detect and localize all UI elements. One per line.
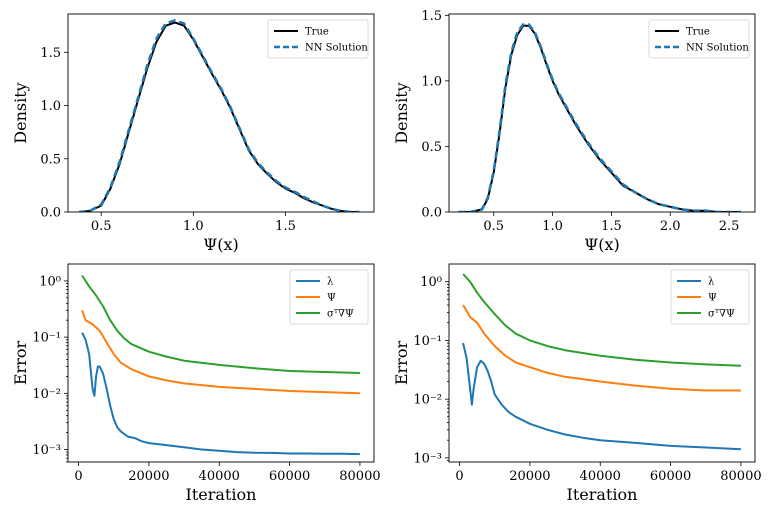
x-axis-label: Ψ(x) (203, 235, 239, 254)
legend-box (670, 269, 750, 325)
x-tick-label: 20000 (509, 469, 550, 484)
x-tick-label: 20000 (128, 469, 169, 484)
chart-1: 0.5 1.0 1.5 0.0 0.5 1.0 1.5 Ψ(x) Density True NN S… (11, 13, 375, 254)
legend-label: True (305, 27, 329, 38)
x-tick-label: 1.5 (601, 219, 622, 234)
y-tick-label: 10⁻¹ (32, 331, 61, 346)
x-tick-label: 0.5 (91, 219, 112, 234)
x-tick-label: 0 (455, 469, 463, 484)
legend-label: Ψ (327, 293, 336, 304)
y-tick-label: 10⁻¹ (413, 334, 442, 349)
y-axis-label: Density (392, 82, 411, 143)
legend-label: NN Solution (686, 43, 749, 54)
legend-box (289, 269, 369, 325)
legend-box (648, 19, 750, 59)
y-tick-label: 1.0 (40, 99, 61, 114)
y-axis-label: Error (392, 341, 411, 386)
legend-label: True (686, 27, 710, 38)
axes-frame (67, 263, 375, 463)
series-line-2 (81, 309, 360, 395)
legend: True NN Solution (648, 19, 750, 59)
series-line-2 (458, 23, 741, 212)
y-tick-label: 1.0 (421, 74, 442, 89)
y-tick-label: 10⁻³ (32, 443, 61, 458)
x-tick-label: 0.5 (483, 219, 504, 234)
series-line-2 (78, 19, 360, 212)
x-tick-label: 2.0 (660, 219, 681, 234)
y-tick-label: 0.5 (40, 152, 61, 167)
y-tick-label: 10⁻³ (413, 451, 442, 466)
y-tick-label: 1.5 (40, 46, 61, 61)
x-tick-label: 1.0 (542, 219, 563, 234)
axes-frame (448, 13, 756, 213)
axes-frame (67, 13, 375, 213)
x-tick-label: 1.5 (275, 219, 296, 234)
series-line-1 (462, 342, 741, 451)
legend-label: λ (708, 277, 715, 288)
chart-4: 0 20000 40000 60000 80000 10⁻³ 10⁻² 10⁻¹ 10⁰ Iter… (392, 263, 762, 504)
x-axis-label: Iteration (567, 485, 638, 504)
y-tick-label: 10⁰ (39, 274, 61, 289)
y-tick-label: 0.0 (40, 206, 61, 221)
chart-3: 0 20000 40000 60000 80000 10⁻³ 10⁻² 10⁻¹ 10⁰ Iter… (11, 263, 381, 504)
x-axis-label: Ψ(x) (584, 235, 620, 254)
x-tick-label: 1.0 (183, 219, 204, 234)
x-tick-label: 0 (74, 469, 82, 484)
y-axis-label: Density (11, 82, 30, 143)
x-tick-label: 40000 (580, 469, 621, 484)
legend: True NN Solution (267, 19, 369, 59)
y-tick-label: 0.5 (421, 140, 442, 155)
legend-label: NN Solution (305, 43, 368, 54)
x-tick-label: 2.5 (719, 219, 740, 234)
y-tick-label: 1.5 (421, 9, 442, 24)
y-tick-label: 10⁻² (32, 387, 61, 402)
series-line-3 (462, 273, 741, 367)
legend-label: Ψ (708, 293, 717, 304)
legend-label: σᵀ∇Ψ (708, 309, 735, 320)
series-line-3 (81, 274, 360, 374)
x-tick-label: 80000 (339, 469, 380, 484)
x-tick-label: 80000 (720, 469, 761, 484)
series-line-1 (81, 332, 360, 456)
legend-box (267, 19, 369, 59)
legend-label: σᵀ∇Ψ (327, 309, 354, 320)
x-axis-label: Iteration (186, 485, 257, 504)
x-tick-label: 60000 (650, 469, 691, 484)
y-tick-label: 10⁰ (420, 275, 442, 290)
series-line-2 (462, 304, 741, 392)
y-tick-label: 10⁻² (413, 393, 442, 408)
axes-frame (448, 263, 756, 463)
x-tick-label: 60000 (269, 469, 310, 484)
y-tick-label: 0.0 (421, 206, 442, 221)
x-tick-label: 40000 (199, 469, 240, 484)
y-axis-label: Error (11, 341, 30, 386)
legend-label: λ (327, 277, 334, 288)
chart-2: 0.5 1.0 1.5 2.0 2.50.00.51.01.5Ψ(x)DensityTr… (392, 9, 756, 254)
